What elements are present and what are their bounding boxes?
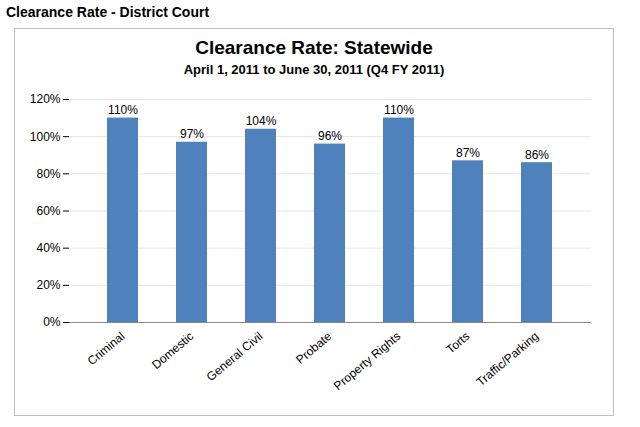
svg-text:110%: 110% bbox=[384, 103, 414, 117]
svg-text:110%: 110% bbox=[108, 103, 138, 117]
svg-text:120%: 120% bbox=[30, 92, 61, 106]
svg-text:General Civil: General Civil bbox=[204, 329, 266, 384]
svg-text:100%: 100% bbox=[30, 130, 61, 144]
svg-text:60%: 60% bbox=[36, 204, 60, 218]
svg-text:Property Rights: Property Rights bbox=[331, 329, 403, 393]
svg-text:40%: 40% bbox=[36, 241, 60, 255]
svg-text:Domestic: Domestic bbox=[149, 329, 196, 372]
svg-text:Criminal: Criminal bbox=[85, 329, 128, 368]
svg-text:86%: 86% bbox=[525, 148, 549, 162]
svg-text:Probate: Probate bbox=[293, 329, 334, 367]
svg-text:97%: 97% bbox=[180, 127, 204, 141]
svg-text:87%: 87% bbox=[456, 146, 480, 160]
svg-text:96%: 96% bbox=[318, 129, 342, 143]
svg-text:104%: 104% bbox=[246, 114, 277, 128]
svg-text:80%: 80% bbox=[36, 167, 60, 181]
svg-text:Torts: Torts bbox=[443, 329, 472, 356]
svg-text:20%: 20% bbox=[36, 278, 60, 292]
html-text:April 1, 2011 to June 30, 2011: April 1, 2011 to June 30, 2011 (Q4 FY 20… bbox=[183, 62, 445, 77]
html-text:Clearance Rate: Statewide: Clearance Rate: Statewide bbox=[195, 37, 433, 58]
html-text:Clearance Rate - District Cour: Clearance Rate - District Court bbox=[6, 4, 210, 20]
svg-text:Traffic/Parking: Traffic/Parking bbox=[474, 329, 542, 389]
svg-text:0%: 0% bbox=[43, 315, 61, 329]
